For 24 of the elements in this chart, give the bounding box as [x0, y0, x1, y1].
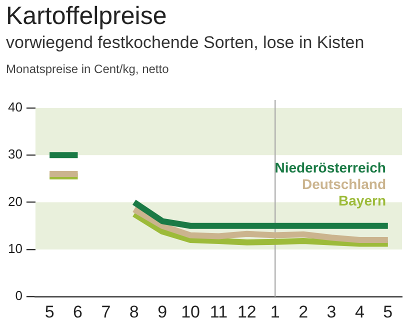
text: Bayern [338, 192, 386, 208]
x-tick-label: 5 [383, 302, 393, 322]
x-tick-label: 6 [73, 302, 82, 322]
y-tick-label: 40 [8, 100, 22, 115]
y-tick-label: 10 [8, 241, 22, 256]
x-tick-label: 11 [210, 302, 228, 322]
y-axis-title: Monatspreise in Cent/kg, netto [6, 62, 169, 76]
x-tick-label: 2 [298, 302, 308, 322]
y-tick-label: 0 [15, 288, 22, 304]
y-tick-label: 20 [8, 194, 22, 209]
x-tick-label: 8 [129, 302, 139, 322]
x-tick-label: 5 [44, 302, 54, 322]
x-tick-label: 12 [237, 302, 256, 322]
x-tick-label: 9 [158, 302, 168, 322]
text: Niederösterreich [274, 159, 386, 176]
y-tick-label: 30 [8, 146, 22, 162]
chart-subtitle: vorwiegend festkochende Sorten, lose in Kisten [6, 33, 364, 53]
x-tick-label: 7 [101, 302, 111, 322]
x-tick-label: 10 [181, 302, 200, 322]
x-tick-label: 3 [326, 302, 336, 322]
x-tick-label: 1 [270, 302, 280, 322]
x-tick-label: 4 [354, 302, 364, 322]
chart-title: Kartoffelpreise [6, 2, 167, 31]
text: Deutschland [302, 176, 386, 192]
